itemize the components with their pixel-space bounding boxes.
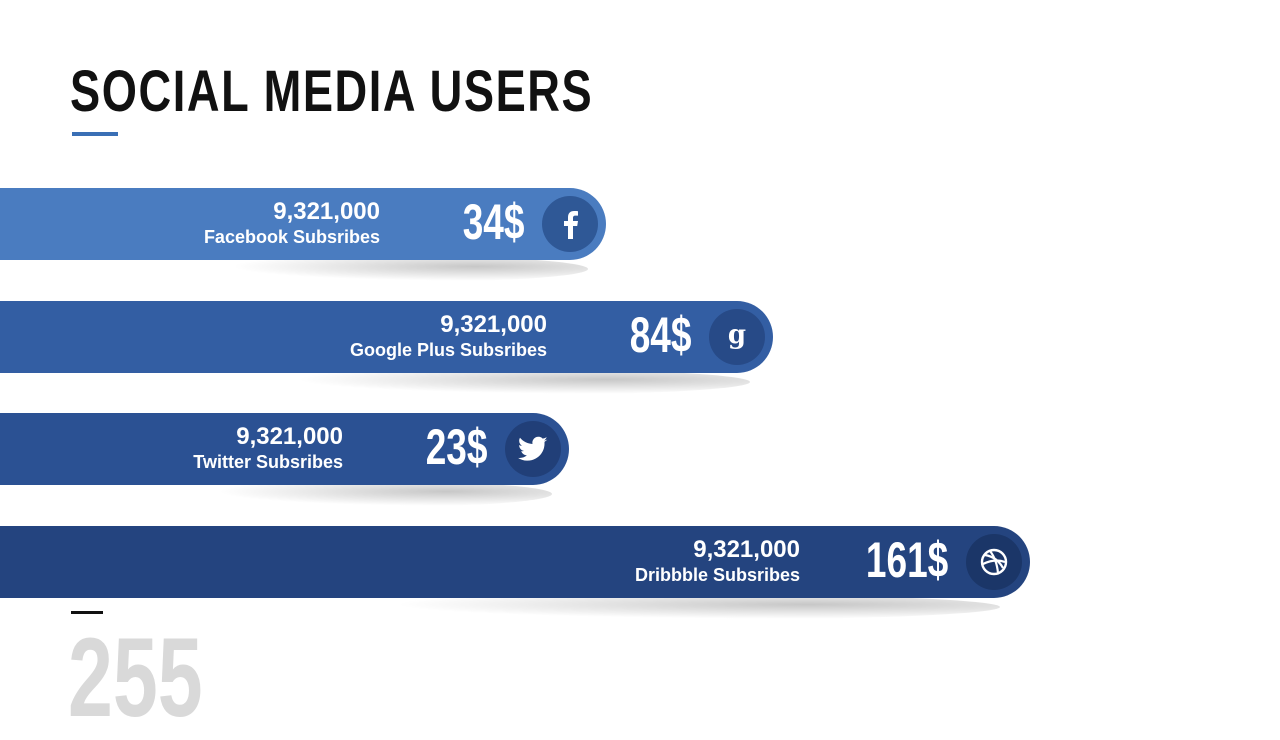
bar-category-label: Google Plus Subsribes: [349, 340, 547, 360]
google-plus-icon: g: [709, 309, 765, 365]
bar-google-plus: [0, 301, 773, 373]
bar-count: 9,321,000: [440, 311, 547, 338]
bar-facebook: [0, 188, 606, 260]
bar-text: 9,321,000 Dribbble Subsribes: [635, 536, 800, 586]
facebook-icon: [542, 196, 598, 252]
bar-category-label: Dribbble Subsribes: [634, 565, 800, 585]
bar-row-facebook: 34$ 9,321,000 Facebook Subsribes: [0, 188, 606, 282]
twitter-icon: [505, 421, 561, 477]
footer-dash: [71, 611, 103, 614]
bar-row-twitter: 23$ 9,321,000 Twitter Subsribes: [0, 413, 569, 507]
title-underline: [72, 132, 118, 136]
footer-number: 255: [68, 615, 203, 740]
bar-twitter: [0, 413, 569, 485]
bar-shadow: [212, 256, 588, 282]
bar-count: 9,321,000: [236, 423, 343, 450]
bar-text: 9,321,000 Facebook Subsribes: [204, 198, 380, 248]
bar-text: 9,321,000 Twitter Subsribes: [193, 423, 343, 473]
bar-value-label: 161$: [865, 532, 948, 588]
bar-row-dribbble: 161$ 9,321,000 Dribbble Subsribes: [0, 526, 1030, 620]
bar-count: 9,321,000: [693, 536, 800, 563]
bar-value-label: 34$: [462, 194, 524, 250]
bar-text: 9,321,000 Google Plus Subsribes: [350, 311, 547, 361]
bar-row-google-plus: g 84$ 9,321,000 Google Plus Subsribes: [0, 301, 773, 395]
bar-value-label: 84$: [629, 307, 691, 363]
bar-shadow: [361, 594, 1000, 620]
bar-shadow: [199, 481, 552, 507]
bar-shadow: [271, 369, 750, 395]
bar-category-label: Twitter Subsribes: [193, 452, 343, 472]
bar-dribbble: [0, 526, 1030, 598]
bar-value-label: 23$: [425, 419, 487, 475]
bar-category-label: Facebook Subsribes: [203, 227, 380, 247]
dribbble-icon: [966, 534, 1022, 590]
svg-text:g: g: [728, 322, 746, 350]
page-title: SOCIAL MEDIA USERS: [70, 59, 594, 124]
bar-count: 9,321,000: [273, 198, 380, 225]
